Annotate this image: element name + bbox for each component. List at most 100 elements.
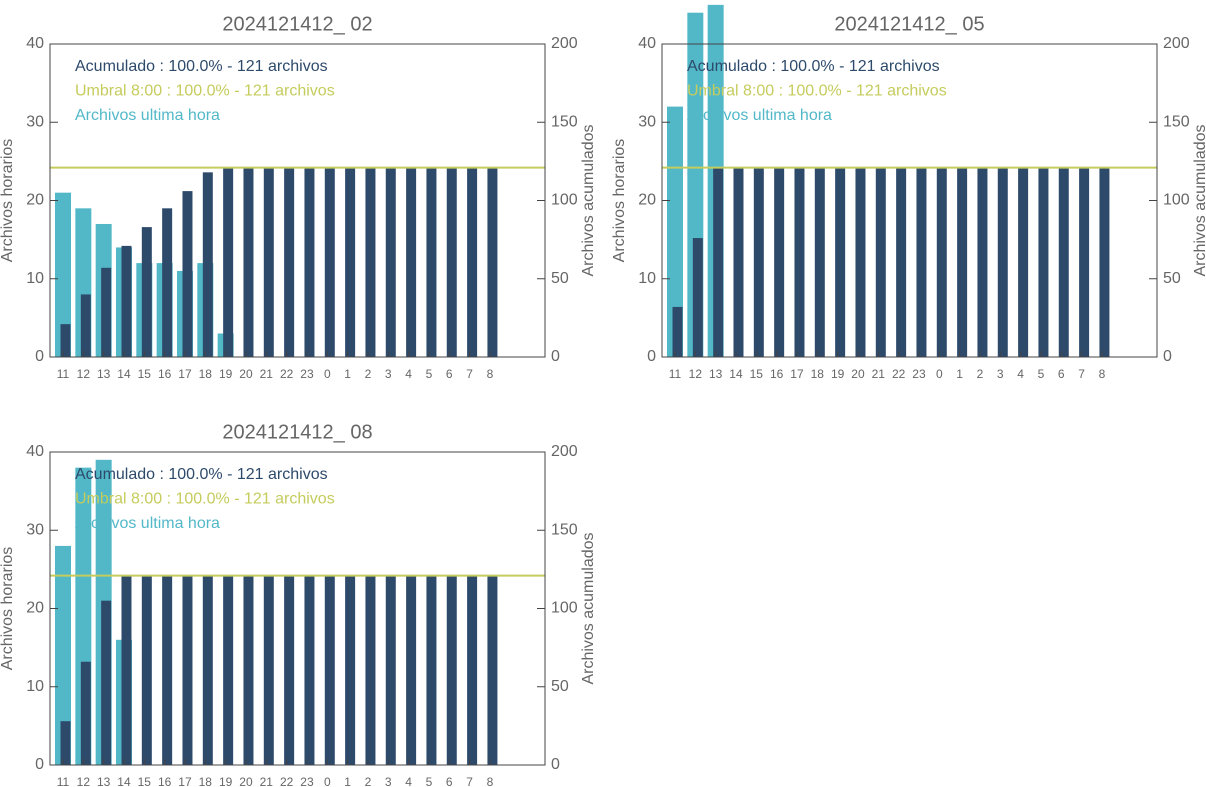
bar bbox=[121, 575, 132, 765]
x-tick-label: 22 bbox=[280, 775, 294, 787]
x-tick-label: 7 bbox=[466, 367, 473, 381]
x-tick-label: 8 bbox=[487, 775, 494, 787]
y-tick-label: 30 bbox=[26, 113, 44, 130]
bar bbox=[263, 575, 274, 765]
bar bbox=[467, 575, 478, 765]
y2-tick-label: 50 bbox=[1163, 270, 1181, 287]
x-tick-label: 19 bbox=[219, 367, 233, 381]
x-tick-label: 13 bbox=[97, 367, 111, 381]
x-tick-label: 18 bbox=[199, 775, 213, 787]
bar bbox=[202, 172, 213, 357]
bar bbox=[753, 167, 764, 357]
y2-tick-label: 100 bbox=[551, 192, 578, 209]
x-tick-label: 5 bbox=[426, 367, 433, 381]
bar bbox=[855, 167, 866, 357]
bar bbox=[426, 575, 437, 765]
bar bbox=[997, 167, 1008, 357]
bar bbox=[672, 306, 683, 357]
x-tick-label: 21 bbox=[260, 367, 274, 381]
x-tick-label: 1 bbox=[344, 367, 351, 381]
bar bbox=[406, 575, 417, 765]
y-tick-label: 30 bbox=[638, 113, 656, 130]
bar bbox=[365, 167, 376, 357]
bar bbox=[774, 167, 785, 357]
bar bbox=[141, 227, 152, 357]
x-tick-label: 14 bbox=[117, 367, 131, 381]
legend-entry: Acumulado : 100.0% - 121 archivos bbox=[75, 58, 328, 75]
bar bbox=[223, 167, 234, 357]
legend-entry: Acumulado : 100.0% - 121 archivos bbox=[75, 466, 328, 483]
x-tick-label: 7 bbox=[1078, 367, 1085, 381]
chart-title: 2024121412_ 05 bbox=[834, 13, 984, 35]
x-tick-label: 20 bbox=[851, 367, 865, 381]
bar bbox=[977, 167, 988, 357]
y-tick-label: 20 bbox=[26, 600, 44, 617]
bar bbox=[243, 167, 254, 357]
x-tick-label: 15 bbox=[750, 367, 764, 381]
bar bbox=[182, 191, 193, 357]
bar bbox=[365, 575, 376, 765]
x-tick-label: 17 bbox=[178, 775, 192, 787]
bar bbox=[55, 192, 71, 357]
bar bbox=[1038, 167, 1049, 357]
bar bbox=[487, 167, 498, 357]
x-tick-label: 20 bbox=[239, 775, 253, 787]
y-axis-title: Archivos horarios bbox=[611, 139, 628, 263]
legend-entry: Archivos ultima hora bbox=[687, 107, 832, 124]
x-tick-label: 19 bbox=[831, 367, 845, 381]
bar bbox=[202, 575, 213, 765]
x-tick-label: 0 bbox=[324, 775, 331, 787]
bar bbox=[101, 267, 112, 357]
bar bbox=[243, 575, 254, 765]
y2-tick-label: 150 bbox=[551, 521, 578, 538]
y-tick-label: 0 bbox=[647, 348, 656, 365]
x-tick-label: 12 bbox=[77, 367, 91, 381]
bar bbox=[385, 575, 396, 765]
bar bbox=[794, 167, 805, 357]
x-tick-label: 6 bbox=[446, 367, 453, 381]
x-tick-label: 12 bbox=[77, 775, 91, 787]
bar bbox=[60, 721, 71, 765]
x-tick-label: 3 bbox=[385, 367, 392, 381]
bar bbox=[324, 575, 335, 765]
x-tick-label: 0 bbox=[936, 367, 943, 381]
y-tick-label: 0 bbox=[35, 348, 44, 365]
y2-tick-label: 150 bbox=[1163, 113, 1190, 130]
x-tick-label: 21 bbox=[260, 775, 274, 787]
bar bbox=[1079, 167, 1090, 357]
bar bbox=[692, 238, 703, 357]
bar bbox=[141, 575, 152, 765]
bar bbox=[284, 575, 295, 765]
y-tick-label: 0 bbox=[35, 756, 44, 773]
x-tick-label: 22 bbox=[280, 367, 294, 381]
y2-tick-label: 50 bbox=[551, 678, 569, 695]
x-tick-label: 3 bbox=[385, 775, 392, 787]
bar bbox=[835, 167, 846, 357]
x-tick-label: 8 bbox=[1099, 367, 1106, 381]
y-tick-label: 30 bbox=[26, 521, 44, 538]
y2-tick-label: 200 bbox=[551, 443, 578, 460]
bar bbox=[345, 167, 356, 357]
x-tick-label: 4 bbox=[405, 775, 412, 787]
x-tick-label: 0 bbox=[324, 367, 331, 381]
bar bbox=[101, 600, 112, 765]
legend-entry: Archivos ultima hora bbox=[75, 515, 220, 532]
x-tick-label: 20 bbox=[239, 367, 253, 381]
bar bbox=[345, 575, 356, 765]
x-tick-label: 7 bbox=[466, 775, 473, 787]
x-tick-label: 16 bbox=[770, 367, 784, 381]
bar bbox=[80, 294, 91, 357]
bar bbox=[1018, 167, 1029, 357]
x-tick-label: 6 bbox=[446, 775, 453, 787]
x-tick-label: 17 bbox=[790, 367, 804, 381]
bar bbox=[80, 661, 91, 765]
x-tick-label: 14 bbox=[117, 775, 131, 787]
y2-tick-label: 50 bbox=[551, 270, 569, 287]
bar bbox=[713, 167, 724, 357]
y-tick-label: 40 bbox=[26, 443, 44, 460]
bar bbox=[385, 167, 396, 357]
bar bbox=[182, 575, 193, 765]
x-tick-label: 18 bbox=[811, 367, 825, 381]
x-tick-label: 23 bbox=[912, 367, 926, 381]
